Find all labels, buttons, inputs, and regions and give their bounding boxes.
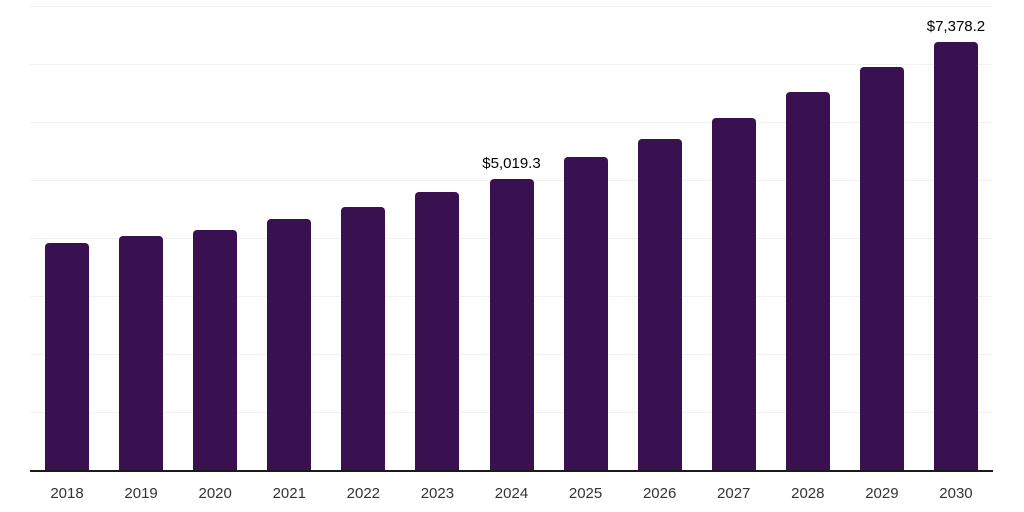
gridline	[30, 64, 993, 65]
bar-2022[interactable]	[341, 206, 386, 470]
bar-2020[interactable]	[193, 230, 238, 470]
x-axis-label-2020: 2020	[198, 485, 232, 502]
bar-2021[interactable]	[267, 218, 312, 470]
bar-2018[interactable]	[45, 243, 90, 470]
bar-2023[interactable]	[415, 192, 460, 470]
bar-2027[interactable]	[711, 117, 756, 470]
x-axis-label-2026: 2026	[642, 485, 677, 502]
x-axis-label-2021: 2021	[272, 485, 306, 502]
x-axis-label-2025: 2025	[568, 485, 603, 502]
x-axis-label-2024: 2024	[494, 485, 529, 502]
x-axis-label-2022: 2022	[346, 485, 381, 502]
bar-2024[interactable]	[489, 178, 534, 470]
x-axis-label-2027: 2027	[717, 485, 751, 502]
bar-2025[interactable]	[563, 157, 608, 470]
bar-2030[interactable]	[933, 42, 978, 470]
x-axis-label-2019: 2019	[124, 485, 158, 502]
x-axis-label-2030: 2030	[939, 485, 973, 502]
x-axis-label-2018: 2018	[50, 485, 84, 502]
bar-2019[interactable]	[119, 236, 164, 470]
gridline	[30, 6, 993, 7]
x-axis-line	[30, 470, 993, 472]
x-axis-label-2028: 2028	[791, 485, 825, 502]
gridline	[30, 122, 993, 123]
x-axis-label-2023: 2023	[420, 485, 455, 502]
bar-value-label-2030: $7,378.2	[926, 18, 986, 36]
bar-2028[interactable]	[785, 92, 830, 470]
x-axis-label-2029: 2029	[865, 485, 899, 502]
bar-2026[interactable]	[637, 139, 682, 470]
bar-value-label-2024: $5,019.3	[482, 154, 541, 172]
bar-2029[interactable]	[859, 66, 904, 470]
